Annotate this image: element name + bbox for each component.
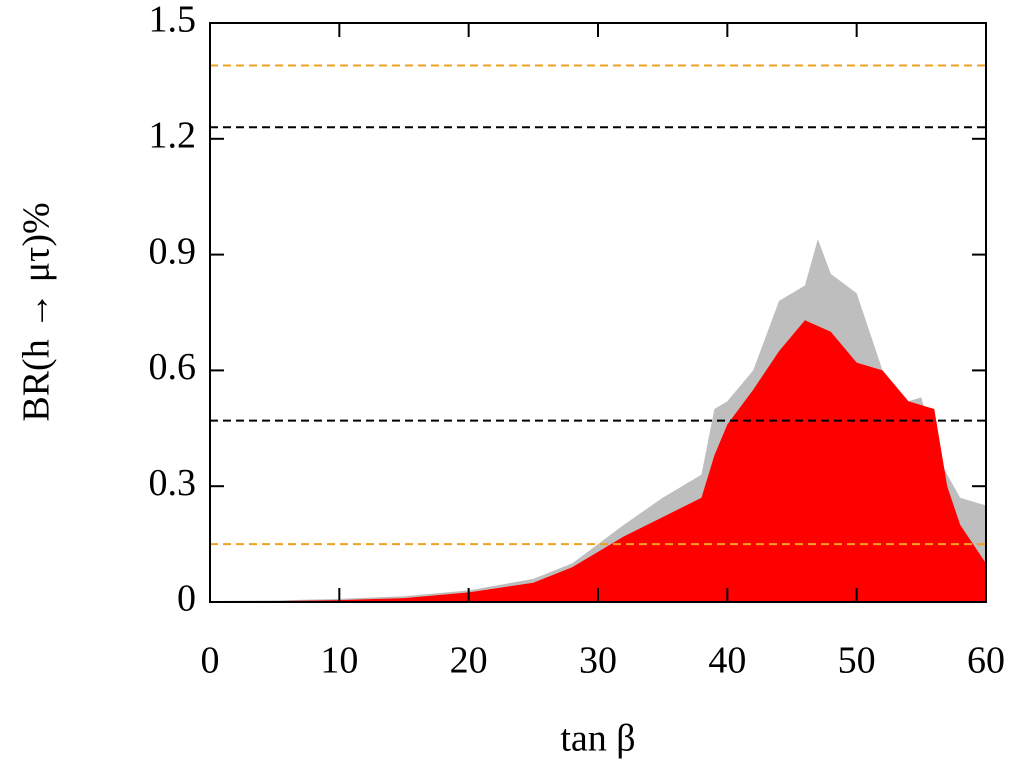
x-tick-label: 60 [967,640,1005,682]
x-tick-label: 0 [201,640,220,682]
x-tick-label: 50 [838,640,876,682]
y-tick-label: 1.2 [149,115,197,157]
x-tick-label: 40 [708,640,746,682]
y-axis-label: BR(h → μτ)% [16,202,58,421]
x-tick-label: 30 [579,640,617,682]
y-tick-label: 0.9 [149,230,197,272]
y-tick-label: 0 [177,578,196,620]
y-tick-label: 1.5 [149,0,197,41]
y-tick-label: 0.6 [149,346,197,388]
x-tick-label: 10 [320,640,358,682]
y-tick-label: 0.3 [149,462,197,504]
x-tick-label: 20 [450,640,488,682]
x-axis-label: tan β [560,718,635,760]
point-cloud [261,320,986,602]
